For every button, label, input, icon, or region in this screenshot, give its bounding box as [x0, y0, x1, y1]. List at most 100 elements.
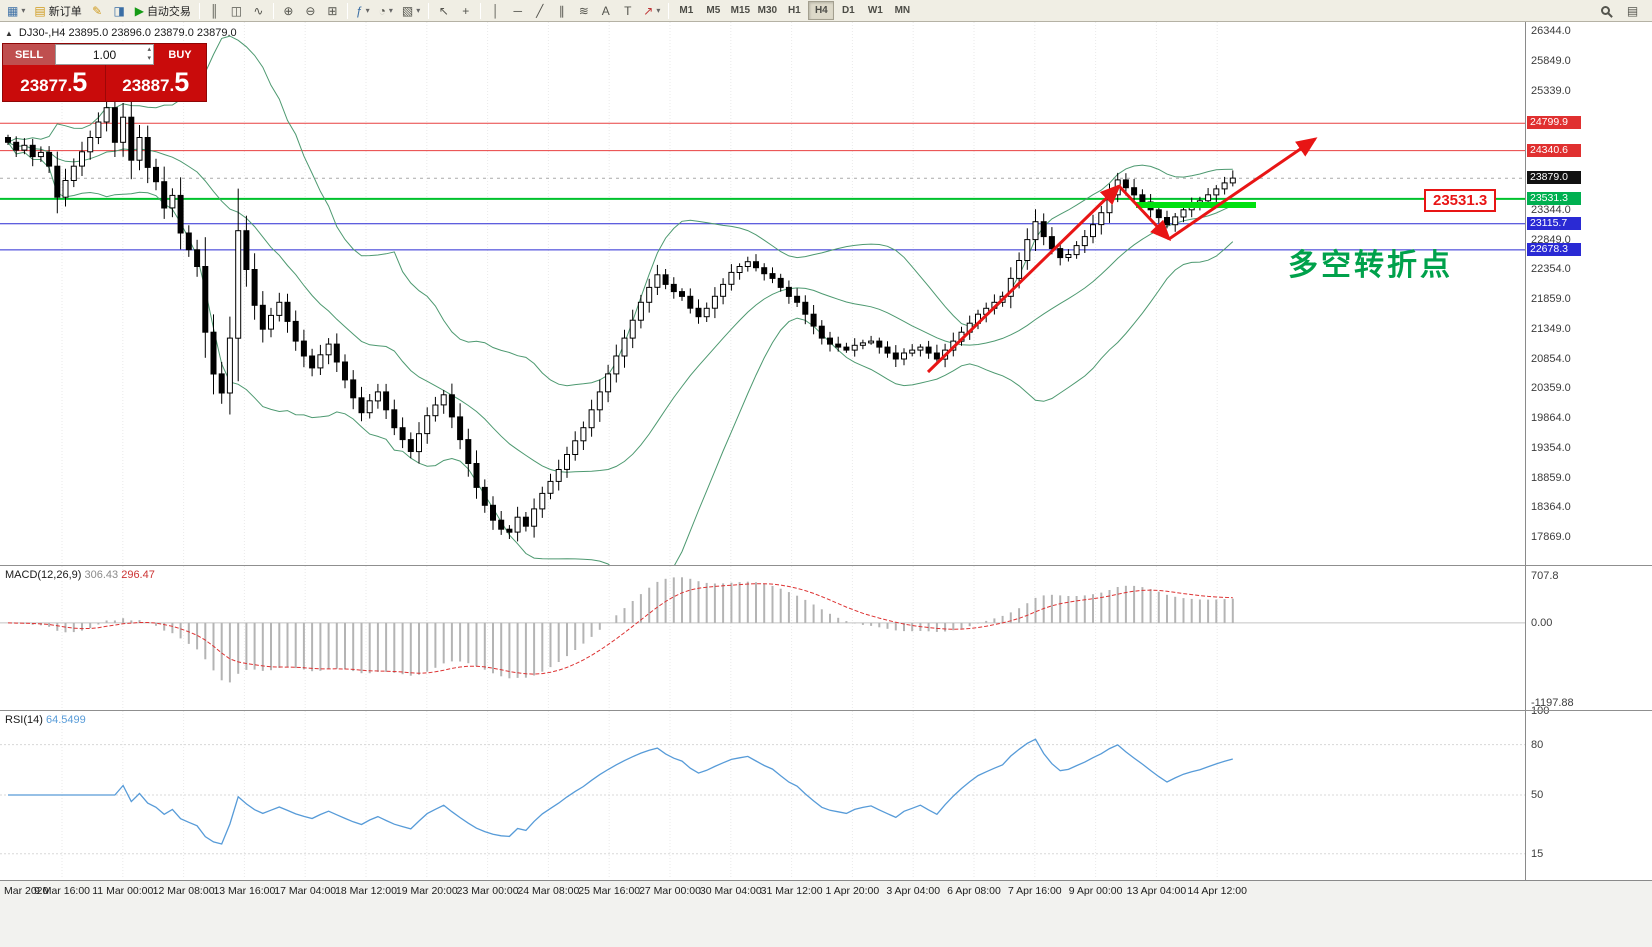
rsi-panel[interactable]: RSI(14) 64.5499: [0, 711, 1525, 879]
zoom-in-icon: ⊕: [283, 3, 294, 18]
indicators-button[interactable]: ƒ ▾: [352, 1, 374, 20]
time-axis-label: 9 Apr 00:00: [1068, 885, 1123, 897]
timeframe-m5-button[interactable]: M5: [700, 1, 726, 20]
text-tool-button[interactable]: A: [595, 1, 616, 20]
buy-price[interactable]: 23887. 5: [104, 65, 207, 101]
zoom-in-button[interactable]: ⊕: [278, 1, 299, 20]
panel-splitter[interactable]: [0, 710, 1652, 711]
channel-button[interactable]: ∥: [551, 1, 572, 20]
buy-button[interactable]: BUY: [154, 44, 206, 65]
time-axis-label: 9 Mar 16:00: [33, 885, 91, 897]
macd-chart[interactable]: [0, 566, 1525, 710]
horizontal-line-button[interactable]: ─: [507, 1, 528, 20]
time-axis-label: 1 Apr 20:00: [825, 885, 880, 897]
trendline-button[interactable]: ╱: [529, 1, 550, 20]
price-axis-label: 20359.0: [1531, 382, 1571, 395]
new-order-button[interactable]: ▤ 新订单: [30, 1, 85, 20]
sell-price-main: 23877.: [20, 76, 73, 95]
toolbar-separator: [198, 2, 200, 19]
macd-panel[interactable]: MACD(12,26,9) 306.43 296.47: [0, 566, 1525, 710]
new-chart-button[interactable]: ▦ ▾: [3, 1, 29, 20]
time-axis-label: 6 Apr 08:00: [947, 885, 1001, 897]
autotrading-button[interactable]: ▶ 自动交易: [131, 1, 195, 20]
price-chart-panel[interactable]: ▲ DJ30-,H4 23895.0 23896.0 23879.0 23879…: [0, 22, 1525, 565]
price-axis-label: 22849.0: [1531, 233, 1571, 246]
bar-chart-button[interactable]: ║: [204, 1, 225, 20]
new-chart-icon: ▦: [7, 3, 19, 18]
price-tag: 24340.6: [1527, 143, 1581, 157]
price-axis[interactable]: 26344.025849.025339.024844.023344.022849…: [1525, 22, 1652, 880]
buy-price-big-digit: 5: [174, 67, 190, 97]
candlestick-chart-button[interactable]: ◫: [226, 1, 247, 20]
price-axis-label: 18364.0: [1531, 501, 1571, 514]
time-axis-label: 25 Mar 16:00: [578, 885, 641, 897]
time-axis-label: 27 Mar 00:00: [639, 885, 701, 897]
rsi-axis-label: 100: [1531, 705, 1550, 717]
pencil-icon: ✎: [92, 3, 103, 18]
price-axis-label: 21349.0: [1531, 323, 1571, 336]
timeframe-h1-button[interactable]: H1: [781, 1, 807, 20]
macd-axis-label: 0.00: [1531, 616, 1553, 629]
zoom-out-button[interactable]: ⊖: [300, 1, 321, 20]
symbols-list-button[interactable]: ▤: [1622, 1, 1643, 20]
sell-button[interactable]: SELL: [3, 44, 55, 65]
vertical-line-icon: │: [492, 3, 500, 18]
periods-button[interactable]: ◔ ▾: [375, 1, 397, 20]
indicators-icon: ƒ: [355, 3, 363, 18]
templates-button[interactable]: ▧ ▾: [398, 1, 424, 20]
search-icon: [1601, 6, 1610, 15]
rsi-value: 64.5499: [45, 714, 86, 726]
time-axis-label: 30 Mar 04:00: [699, 885, 762, 897]
fibonacci-button[interactable]: ≋: [573, 1, 594, 20]
time-axis-label: 31 Mar 12:00: [760, 885, 823, 897]
sell-price[interactable]: 23877. 5: [3, 65, 105, 101]
price-tag: 23115.7: [1527, 216, 1581, 230]
autotrading-play-icon: ▶: [134, 3, 144, 18]
cursor-button[interactable]: ↖: [433, 1, 454, 20]
price-axis-label: 19864.0: [1531, 411, 1571, 424]
arrows-tool-button[interactable]: ↗ ▾: [639, 1, 664, 20]
rsi-label: RSI(14): [5, 714, 43, 726]
candlestick-chart[interactable]: [0, 22, 1525, 565]
crosshair-button[interactable]: +: [455, 1, 476, 20]
vertical-line-button[interactable]: │: [485, 1, 506, 20]
price-axis-label: 25849.0: [1531, 54, 1571, 67]
lot-decrease-button[interactable]: ▾: [147, 55, 151, 62]
edit-tools-button[interactable]: ✎: [87, 1, 108, 20]
price-axis-label: 20854.0: [1531, 352, 1571, 365]
line-chart-button[interactable]: ∿: [248, 1, 269, 20]
timeframe-h4-button[interactable]: H4: [808, 1, 835, 20]
timeframe-mn-button[interactable]: MN: [889, 1, 915, 20]
fibonacci-icon: ≋: [578, 3, 589, 18]
time-axis-label: 14 Apr 12:00: [1187, 885, 1247, 897]
timeframe-w1-button[interactable]: W1: [862, 1, 888, 20]
bar-chart-icon: ║: [210, 3, 219, 18]
search-button[interactable]: [1595, 1, 1616, 20]
panel-splitter[interactable]: [0, 565, 1652, 566]
rsi-chart[interactable]: [0, 711, 1525, 879]
time-axis[interactable]: Mar 2020 9 Mar 16:00 11 Mar 00:00 12 Mar 08…: [0, 880, 1652, 947]
time-axis-label: Mar 2020: [4, 885, 49, 897]
timeframe-m15-button[interactable]: M15: [727, 1, 753, 20]
lot-increase-button[interactable]: ▴: [147, 46, 151, 53]
collapse-trade-panel-button[interactable]: ▲: [5, 28, 13, 38]
timeframe-m1-button[interactable]: M1: [673, 1, 699, 20]
lot-size-field[interactable]: 1.00 ▴ ▾: [55, 44, 154, 65]
time-axis-label: 7 Apr 16:00: [1007, 885, 1062, 897]
toolbar-separator: [428, 2, 430, 19]
time-axis-label: 13 Mar 16:00: [213, 885, 276, 897]
symbol-info-text: DJ30-,H4 23895.0 23896.0 23879.0 23879.0: [18, 27, 237, 39]
profiles-button[interactable]: ◨: [109, 1, 130, 20]
dropdown-arrow-icon: ▾: [365, 6, 370, 15]
tile-windows-button[interactable]: ⊞: [322, 1, 343, 20]
price-tag: 24799.9: [1527, 116, 1581, 130]
support-price-annotation: 23531.3: [1424, 189, 1497, 212]
toolbar-separator: [480, 2, 482, 19]
macd-header: MACD(12,26,9) 306.43 296.47: [5, 569, 155, 581]
timeframe-d1-button[interactable]: D1: [835, 1, 861, 20]
time-axis-label: 12 Mar 08:00: [152, 885, 215, 897]
price-tag: 23531.3: [1527, 191, 1581, 205]
timeframe-m30-button[interactable]: M30: [754, 1, 780, 20]
arrows-tool-icon: ↗: [643, 3, 654, 18]
label-tool-button[interactable]: T: [617, 1, 638, 20]
